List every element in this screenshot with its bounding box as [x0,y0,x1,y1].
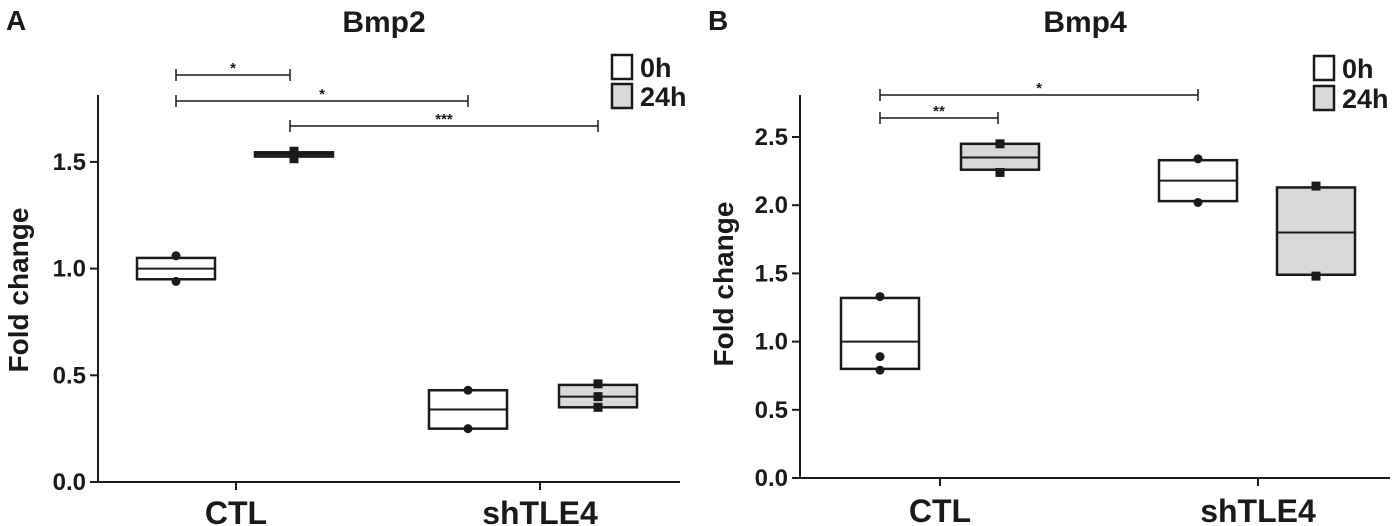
y-tick-label: 0.5 [755,397,788,424]
significance-label: ** [933,103,945,120]
legend-swatch [1312,84,1336,112]
x-tick-label: shTLE4 [1200,493,1316,526]
chart-title: Bmp4 [1043,6,1127,39]
data-point [463,385,473,395]
significance-label: * [319,86,325,103]
y-tick-label: 2.5 [755,124,788,151]
legend-label: 24h [640,82,687,112]
data-point [593,379,603,389]
y-axis-label: Fold change [3,208,34,373]
significance-label: * [1036,80,1042,97]
chart-title: Bmp2 [342,6,425,39]
significance-label: * [230,60,236,77]
box-shtle4-24h [1275,186,1357,277]
data-point [593,402,603,412]
data-point [463,424,473,434]
data-point [1311,181,1321,191]
y-tick-label: 1.0 [53,256,86,283]
legend-swatch [1312,54,1336,82]
panel-letter: A [6,5,26,36]
data-point [875,292,885,302]
chart-panel-b: B Bmp4 0.0 0.5 1.0 1.5 2.0 2.5 CTL shTLE4 Fold cha… [708,5,1390,526]
panel-letter: B [708,5,728,36]
legend-label: 24h [1342,84,1389,114]
data-point [995,139,1005,149]
y-tick-label: 1.5 [755,260,788,287]
y-tick-label: 0.0 [755,465,788,492]
data-point [289,146,299,156]
data-point [171,251,181,261]
x-tick-label: shTLE4 [482,495,598,526]
y-tick-label: 2.0 [755,192,788,219]
significance-label: *** [435,111,453,128]
data-point [289,154,299,164]
data-point [875,352,885,362]
data-point [1193,197,1203,207]
x-tick-label: CTL [205,495,267,526]
y-tick-label: 1.0 [755,329,788,356]
legend-label: 0h [640,53,672,83]
legend-swatch [610,82,634,110]
data-point [875,365,885,375]
legend-label: 0h [1342,54,1374,84]
data-point [171,276,181,286]
data-point [593,392,603,402]
x-tick-label: CTL [909,493,971,526]
y-axis-label: Fold change [708,202,739,367]
legend-swatch [610,53,634,81]
data-point [1311,271,1321,281]
y-tick-label: 0.5 [53,362,86,389]
y-tick-label: 0.0 [53,469,86,496]
data-point [1193,154,1203,164]
data-point [995,167,1005,177]
y-tick-label: 1.5 [53,149,86,176]
